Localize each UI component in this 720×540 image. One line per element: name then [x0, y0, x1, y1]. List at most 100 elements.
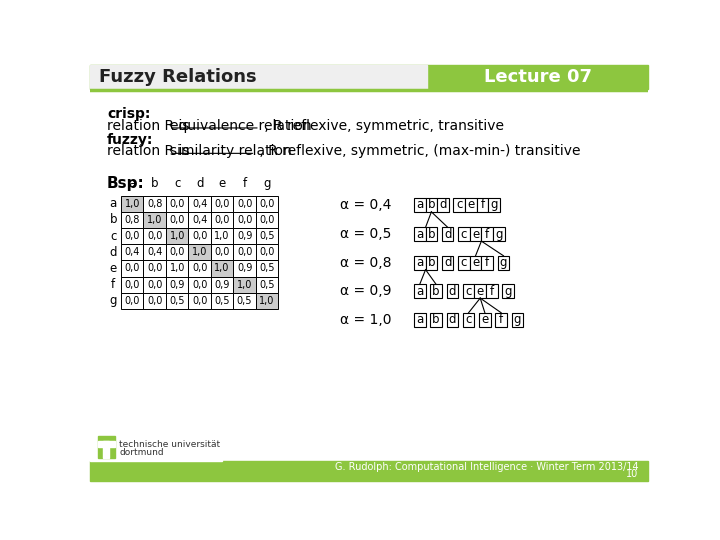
Bar: [189, 260, 211, 276]
Text: 0,9: 0,9: [237, 264, 252, 273]
Text: 0,0: 0,0: [125, 280, 140, 289]
Text: c: c: [456, 198, 462, 212]
Bar: [233, 244, 256, 260]
Bar: [211, 260, 233, 276]
Text: 1,0: 1,0: [125, 199, 140, 209]
Text: 1,0: 1,0: [215, 231, 230, 241]
Text: relation R is: relation R is: [107, 119, 194, 133]
Bar: [414, 256, 426, 269]
Bar: [463, 284, 474, 298]
Bar: [90, 65, 427, 90]
Text: 0,0: 0,0: [192, 280, 207, 289]
Text: crisp:: crisp:: [107, 107, 150, 121]
Bar: [121, 228, 143, 244]
Text: e: e: [467, 198, 474, 212]
Bar: [414, 313, 426, 327]
Bar: [488, 198, 500, 212]
Text: a: a: [416, 228, 423, 241]
Text: G. Rudolph: Computational Intelligence · Winter Term 2013/14: G. Rudolph: Computational Intelligence ·…: [335, 462, 639, 472]
Text: 0,5: 0,5: [259, 264, 275, 273]
Text: c: c: [461, 228, 467, 241]
Bar: [482, 227, 493, 241]
Bar: [211, 228, 233, 244]
Bar: [121, 212, 143, 228]
Text: 1,0: 1,0: [237, 280, 252, 289]
Bar: [458, 256, 469, 269]
Text: g: g: [109, 294, 117, 307]
Bar: [256, 212, 279, 228]
Bar: [431, 284, 442, 298]
Text: 0,4: 0,4: [192, 199, 207, 209]
Text: b: b: [428, 228, 435, 241]
Text: 1,0: 1,0: [147, 215, 163, 225]
Bar: [166, 293, 189, 309]
Bar: [121, 195, 143, 212]
Text: equivalence relation: equivalence relation: [170, 119, 312, 133]
Bar: [166, 276, 189, 293]
Text: d: d: [449, 285, 456, 298]
Bar: [189, 244, 211, 260]
Bar: [143, 276, 166, 293]
Text: 0,9: 0,9: [215, 280, 230, 289]
Bar: [256, 244, 279, 260]
Text: 0,0: 0,0: [147, 231, 163, 241]
Text: e: e: [477, 285, 484, 298]
Bar: [143, 244, 166, 260]
Text: 0,8: 0,8: [147, 199, 163, 209]
Bar: [493, 227, 505, 241]
Bar: [103, 441, 109, 457]
Text: c: c: [465, 285, 472, 298]
Text: d: d: [444, 228, 451, 241]
Text: c: c: [465, 313, 472, 326]
Text: 1,0: 1,0: [215, 264, 230, 273]
Bar: [211, 244, 233, 260]
Bar: [98, 441, 114, 447]
Bar: [426, 227, 437, 241]
Text: 0,0: 0,0: [192, 264, 207, 273]
Bar: [256, 228, 279, 244]
Text: d: d: [196, 177, 204, 190]
Bar: [121, 293, 143, 309]
Bar: [166, 244, 189, 260]
Bar: [465, 198, 477, 212]
Bar: [211, 276, 233, 293]
Text: e: e: [218, 177, 226, 190]
Bar: [486, 284, 498, 298]
Bar: [211, 195, 233, 212]
Bar: [454, 198, 465, 212]
Bar: [233, 260, 256, 276]
Bar: [469, 256, 482, 269]
Text: , R reflexive, symmetric, (max-min-) transitive: , R reflexive, symmetric, (max-min-) tra…: [256, 144, 581, 158]
Text: 0,0: 0,0: [147, 264, 163, 273]
Bar: [256, 260, 279, 276]
Bar: [233, 293, 256, 309]
Bar: [211, 212, 233, 228]
Text: 0,0: 0,0: [259, 247, 275, 257]
Text: c: c: [461, 256, 467, 269]
Text: 10: 10: [626, 469, 639, 480]
Text: 0,9: 0,9: [169, 280, 185, 289]
Text: 0,0: 0,0: [237, 199, 252, 209]
Bar: [477, 198, 488, 212]
Text: relation R is: relation R is: [107, 144, 194, 158]
Text: 0,5: 0,5: [259, 231, 275, 241]
Text: 0,0: 0,0: [125, 296, 140, 306]
Text: 0,0: 0,0: [215, 247, 230, 257]
Text: 0,0: 0,0: [259, 199, 275, 209]
Text: 0,0: 0,0: [215, 199, 230, 209]
Text: 0,5: 0,5: [169, 296, 185, 306]
Bar: [121, 260, 143, 276]
Bar: [233, 195, 256, 212]
Text: 0,9: 0,9: [237, 231, 252, 241]
Text: technische universität: technische universität: [120, 440, 220, 449]
Bar: [426, 198, 437, 212]
Text: α = 0,5: α = 0,5: [340, 227, 391, 241]
Bar: [431, 313, 442, 327]
Bar: [446, 284, 458, 298]
Bar: [143, 260, 166, 276]
Text: 1,0: 1,0: [169, 231, 185, 241]
Bar: [442, 256, 454, 269]
Bar: [426, 256, 437, 269]
Bar: [143, 212, 166, 228]
Bar: [90, 432, 222, 461]
